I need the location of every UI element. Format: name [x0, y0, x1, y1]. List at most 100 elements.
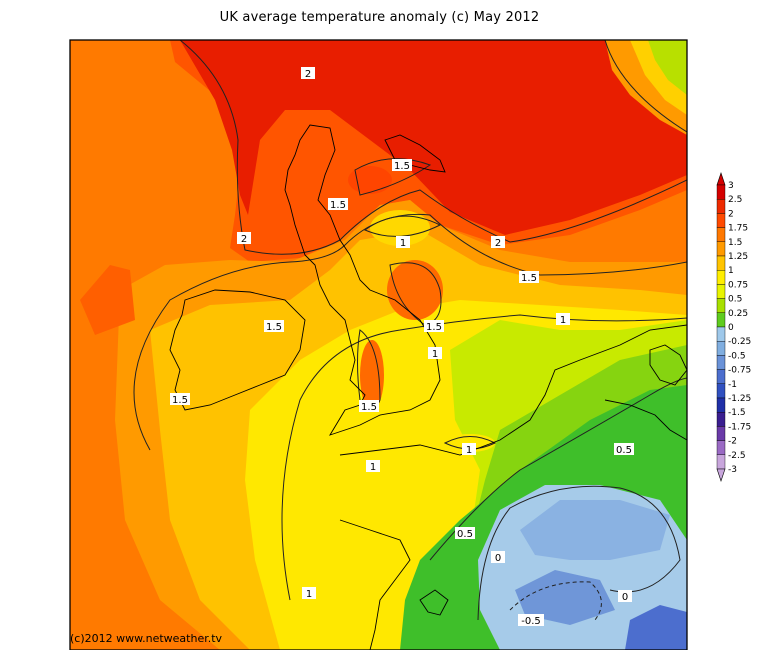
contour-label: -0.5	[518, 614, 544, 627]
svg-text:1.5: 1.5	[426, 322, 442, 333]
svg-text:1: 1	[466, 445, 472, 456]
legend-tick-label: -0.5	[728, 351, 746, 361]
contour-0-5	[429, 377, 687, 561]
legend-swatch	[716, 341, 726, 356]
legend-swatch	[716, 312, 726, 328]
legend-swatch	[716, 184, 726, 200]
legend-swatch	[716, 426, 726, 441]
contour-label: 1	[302, 587, 316, 600]
map-frame	[69, 39, 688, 650]
legend-tick-label: 0.5	[728, 295, 742, 305]
svg-text:1.5: 1.5	[172, 395, 188, 406]
contour-label: 0	[618, 590, 632, 603]
legend-swatch	[716, 241, 726, 257]
svg-text:1: 1	[400, 238, 406, 249]
anomaly-field	[70, 40, 687, 650]
contour-scand	[604, 40, 687, 133]
legend-swatch	[716, 213, 726, 228]
contour-label: 1	[366, 460, 380, 473]
legend-swatch	[716, 227, 726, 243]
legend-arrow-bottom	[716, 468, 726, 482]
legend-tick-label: 0.25	[728, 309, 748, 319]
svg-text:2: 2	[241, 234, 247, 245]
contour-label: 1	[396, 236, 410, 249]
island-coast	[419, 589, 449, 616]
map-title: UK average temperature anomaly (c) May 2…	[219, 10, 540, 25]
contour-lines	[133, 40, 687, 621]
contour-label-group: 2 2 2 1.5 1.5 1.5 1.5 1.5 1.5 1.5 1 1 1 …	[170, 67, 634, 627]
legend-swatch	[716, 355, 726, 370]
field-north-red	[348, 166, 392, 194]
legend-tick-label: 1.25	[728, 252, 748, 262]
contour-label: 1	[428, 347, 442, 360]
legend-tick-label: -3	[728, 465, 737, 475]
contour-neg-0-5	[509, 581, 602, 621]
contour-1-5-england	[389, 262, 442, 326]
svg-text:1: 1	[560, 315, 566, 326]
contour-1-scotland	[363, 215, 442, 237]
legend-swatch	[716, 383, 726, 399]
svg-text:1: 1	[432, 349, 438, 360]
great-britain-coast	[284, 124, 441, 436]
contour-label: 0	[491, 551, 505, 564]
credit-text: (c)2012 www.netweather.tv	[70, 632, 223, 645]
svg-text:1: 1	[306, 589, 312, 600]
contour-label: 0.5	[455, 527, 475, 540]
legend-swatch	[716, 198, 726, 214]
svg-text:1.5: 1.5	[330, 200, 346, 211]
germany-coast	[604, 399, 687, 441]
legend-tick-label: -1.5	[728, 408, 746, 418]
legend-swatch	[716, 369, 726, 385]
ireland-coast	[169, 289, 306, 411]
legend-swatch	[716, 397, 726, 413]
legend-swatch	[716, 440, 726, 456]
field-blue	[520, 500, 670, 560]
legend-tick-label: -0.75	[728, 366, 751, 376]
legend-tick-label: 3	[728, 181, 734, 191]
legend-tick-label: 0.75	[728, 280, 748, 290]
field-west-orange	[80, 265, 135, 335]
contour-label: 2	[301, 67, 315, 80]
contour-label: 1	[556, 313, 570, 326]
legend-arrow-top	[716, 172, 726, 186]
contour-label: 1	[462, 443, 476, 456]
legend-tick-label: -1	[728, 380, 737, 390]
svg-text:0.5: 0.5	[616, 445, 632, 456]
field-blue-deep	[625, 605, 687, 650]
legend-tick-label: 2.5	[728, 195, 742, 205]
svg-text:2: 2	[495, 238, 501, 249]
legend-tick-label: 1.75	[728, 224, 748, 234]
contour-label: 2	[237, 232, 251, 245]
svg-text:1.5: 1.5	[361, 402, 377, 413]
legend-swatch	[716, 270, 726, 285]
legend-swatch	[716, 454, 726, 470]
contour-label: 1.5	[519, 271, 539, 284]
contour-1-5-north	[354, 158, 432, 196]
bay-of-biscay-coast	[339, 519, 411, 650]
contour-label: 2	[491, 236, 505, 249]
france-low-countries-coast	[339, 324, 687, 456]
contour-label: 1.5	[424, 320, 444, 333]
contour-1-channel	[443, 436, 497, 450]
contour-label: 1.5	[170, 393, 190, 406]
legend-tick-label: -2	[728, 437, 737, 447]
legend-swatch	[716, 284, 726, 299]
contour-1-5	[133, 213, 687, 451]
svg-text:1: 1	[370, 462, 376, 473]
svg-text:1.5: 1.5	[521, 273, 537, 284]
contour-label: 1.5	[264, 320, 284, 333]
contour-label: 0.5	[614, 443, 634, 456]
svg-text:-0.5: -0.5	[521, 616, 541, 627]
field-scand-lime	[648, 40, 687, 95]
legend-tick-label: 1.5	[728, 238, 742, 248]
legend-swatch	[716, 326, 726, 342]
contour-label: 1.5	[359, 400, 379, 413]
svg-text:1.5: 1.5	[394, 161, 410, 172]
legend-tick-label: 2	[728, 209, 734, 219]
legend-tick-label: -2.5	[728, 451, 746, 461]
legend-colorbar: 3 2.5 2 1.75 1.5 1.25 1 0.75 0.5 0.25 0 -0.25 -0.5 -0…	[716, 172, 751, 482]
legend-tick-label: -1.25	[728, 394, 751, 404]
field-blue-dark	[515, 570, 615, 625]
svg-text:0: 0	[495, 553, 501, 564]
